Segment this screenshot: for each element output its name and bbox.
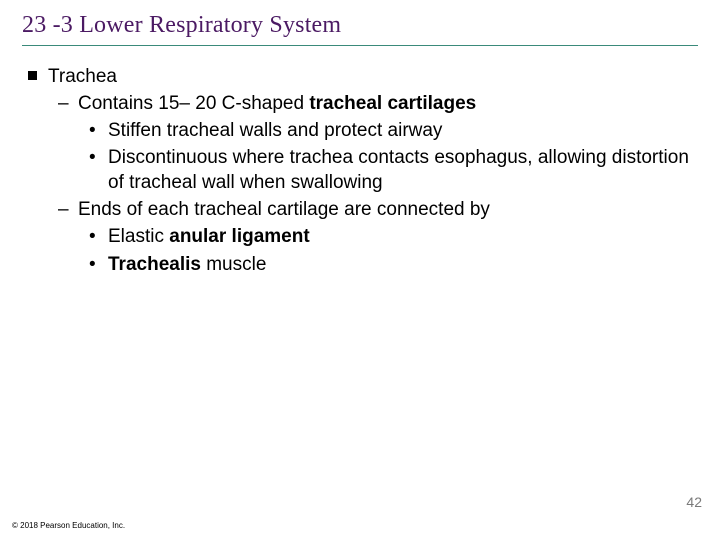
bullet-text-pre: Elastic xyxy=(108,226,169,247)
copyright-text: © 2018 Pearson Education, Inc. xyxy=(12,521,125,530)
dash-icon: – xyxy=(58,197,69,222)
bullet-text-bold: tracheal cartilages xyxy=(309,93,476,114)
bullet-l2-ends: – Ends of each tracheal cartilage are co… xyxy=(22,197,698,222)
bullet-text-bold: Trachealis xyxy=(108,254,201,275)
bullet-l3-stiffen: Stiffen tracheal walls and protect airwa… xyxy=(22,118,698,143)
page-number: 42 xyxy=(686,494,702,510)
bullet-text-pre: Contains 15– 20 C-shaped xyxy=(78,93,309,114)
slide-container: 23 -3 Lower Respiratory System Trachea –… xyxy=(0,0,720,540)
bullet-text-post: muscle xyxy=(201,254,266,275)
bullet-l3-trachealis: Trachealis muscle xyxy=(22,252,698,277)
bullet-l1-trachea: Trachea xyxy=(22,64,698,89)
bullet-l2-contains: – Contains 15– 20 C-shaped tracheal cart… xyxy=(22,91,698,116)
content-block: Trachea – Contains 15– 20 C-shaped trach… xyxy=(22,64,698,277)
bullet-text-bold: anular ligament xyxy=(169,226,309,247)
bullet-text: Stiffen tracheal walls and protect airwa… xyxy=(108,120,442,141)
slide-title: 23 -3 Lower Respiratory System xyxy=(22,12,698,46)
bullet-l3-discontinuous: Discontinuous where trachea contacts eso… xyxy=(22,145,698,195)
bullet-l3-elastic: Elastic anular ligament xyxy=(22,224,698,249)
bullet-text: Discontinuous where trachea contacts eso… xyxy=(108,147,689,193)
bullet-text: Ends of each tracheal cartilage are conn… xyxy=(78,199,490,220)
bullet-text: Trachea xyxy=(48,66,117,87)
dash-icon: – xyxy=(58,91,69,116)
